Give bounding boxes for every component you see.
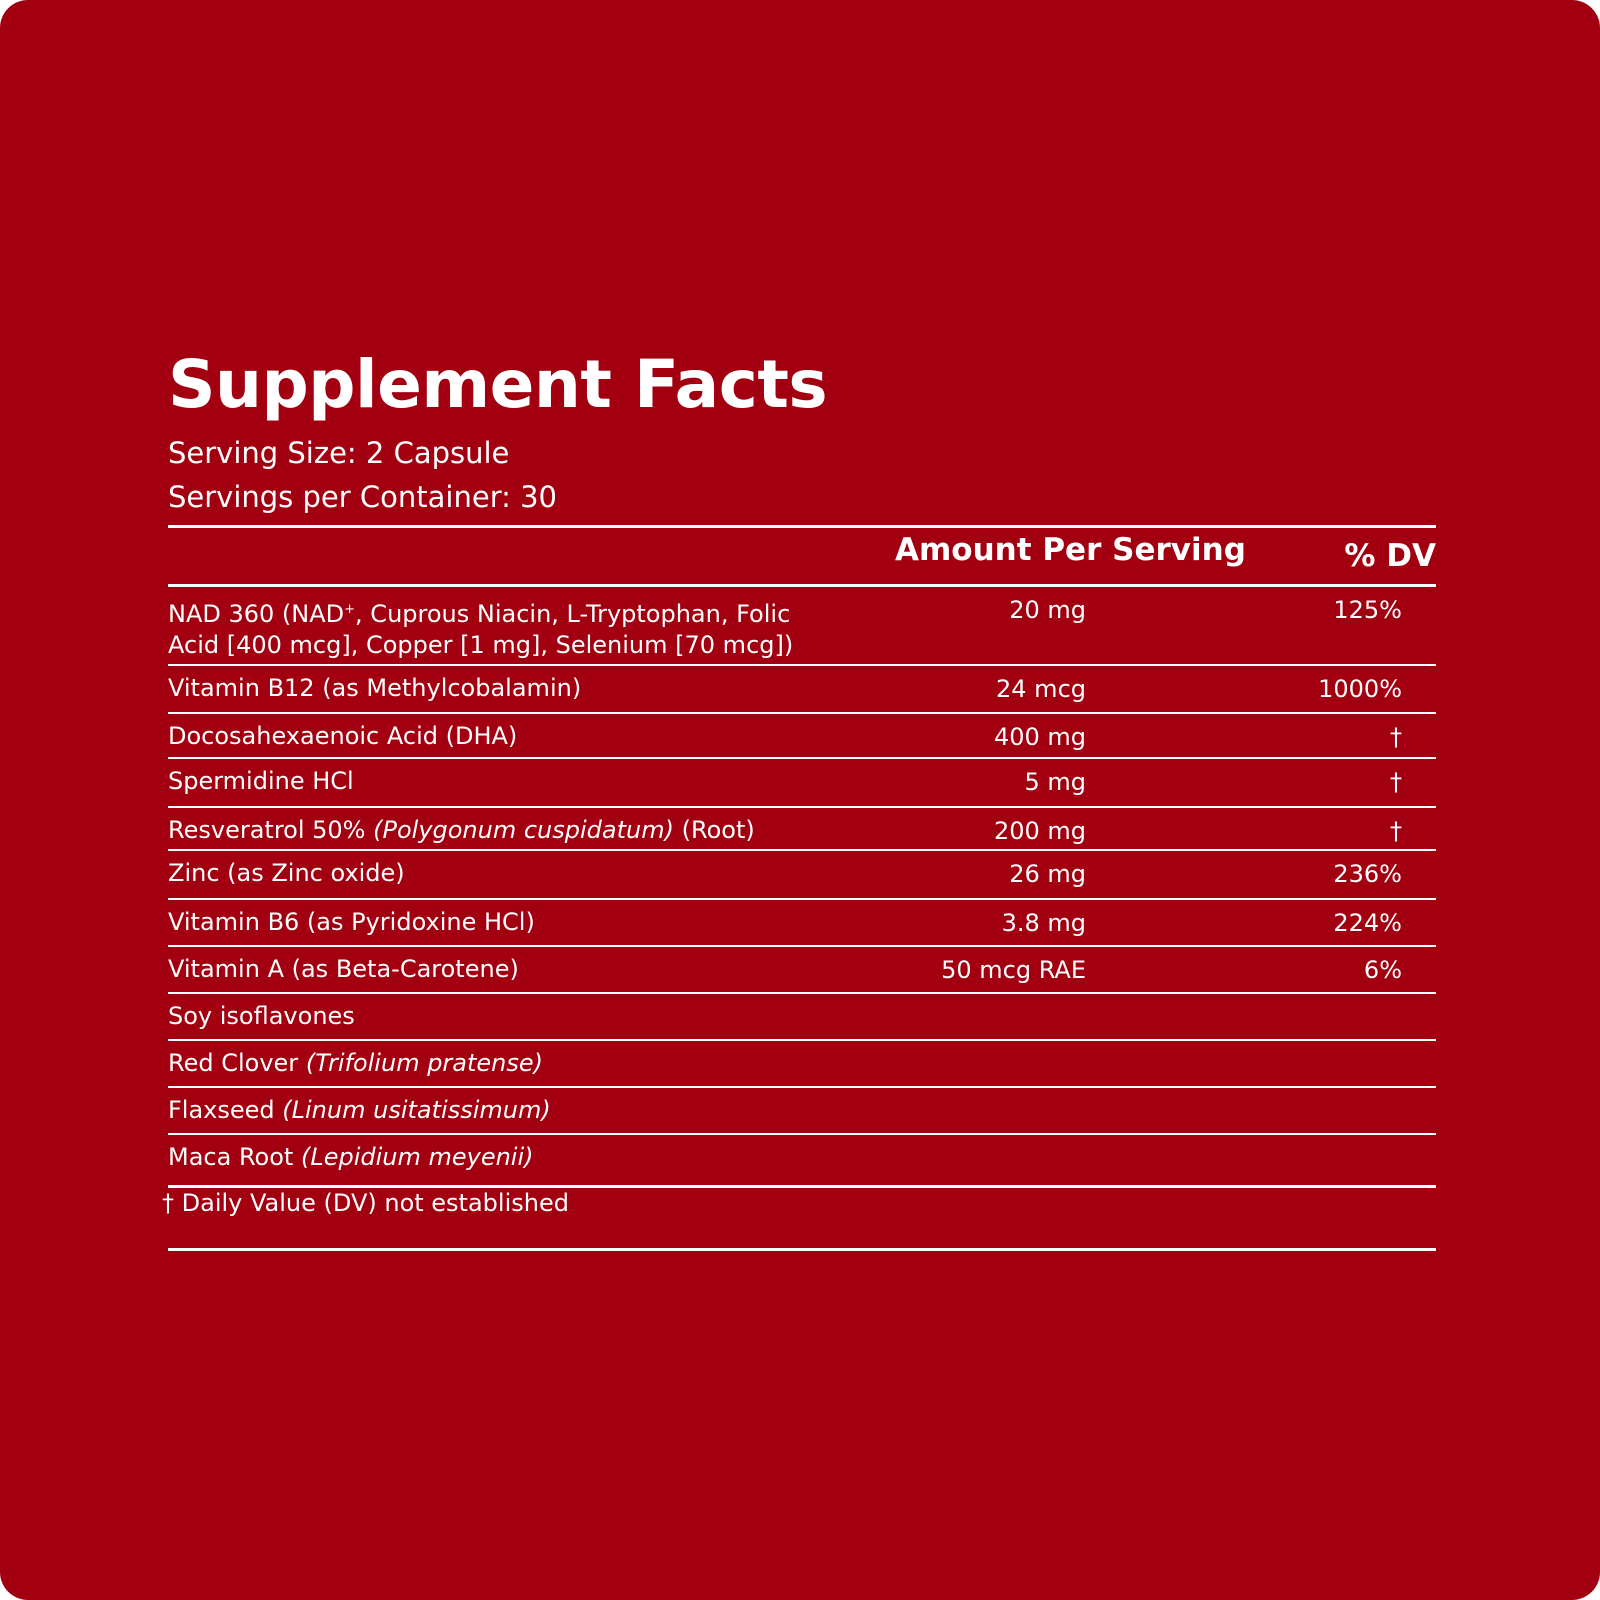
divider (168, 1185, 1436, 1188)
column-header-amount: Amount Per Serving (895, 532, 1246, 568)
divider (168, 806, 1436, 808)
table-row: Maca Root (Lepidium meyenii) (168, 1135, 1436, 1185)
divider (168, 664, 1436, 666)
page-title: Supplement Facts (168, 346, 828, 423)
ingredient-name: Spermidine HCl (168, 767, 354, 795)
ingredient-dv: 6% (1363, 956, 1402, 984)
ingredient-dv: † (1390, 768, 1402, 796)
ingredient-dv: † (1390, 723, 1402, 751)
divider (168, 1086, 1436, 1088)
ingredient-amount: 200 mg (993, 817, 1086, 845)
ingredient-amount: 3.8 mg (1001, 909, 1086, 937)
ingredient-dv: † (1390, 817, 1402, 845)
servings-per-container: Servings per Container: 30 (168, 480, 557, 514)
table-row: Flaxseed (Linum usitatissimum) (168, 1088, 1436, 1133)
ingredient-name: Flaxseed (Linum usitatissimum) (168, 1096, 551, 1124)
divider (168, 992, 1436, 994)
table-row: Docosahexaenoic Acid (DHA) 400 mg † (168, 714, 1436, 757)
divider (168, 849, 1436, 851)
table-row: Resveratrol 50% (Polygonum cuspidatum) (… (168, 808, 1436, 849)
divider (168, 1039, 1436, 1041)
ingredient-name: Vitamin B12 (as Methylcobalamin) (168, 674, 582, 702)
divider (168, 945, 1436, 947)
table-row: Vitamin B12 (as Methylcobalamin) 24 mcg … (168, 666, 1436, 712)
divider (168, 757, 1436, 759)
divider (168, 1133, 1436, 1135)
ingredient-amount: 26 mg (1009, 860, 1086, 888)
ingredient-dv: 236% (1333, 860, 1402, 888)
ingredient-dv: 125% (1333, 596, 1402, 624)
ingredient-name: Maca Root (Lepidium meyenii) (168, 1143, 534, 1171)
supplement-facts-panel: Supplement Facts Serving Size: 2 Capsule… (162, 345, 1436, 1251)
divider (168, 584, 1436, 587)
ingredient-dv: 1000% (1318, 675, 1402, 703)
divider (168, 712, 1436, 714)
ingredient-name: Vitamin B6 (as Pyridoxine HCl) (168, 908, 535, 936)
ingredient-name: Soy isoflavones (168, 1002, 355, 1030)
ingredient-name: Docosahexaenoic Acid (DHA) (168, 722, 518, 750)
footnote: † Daily Value (DV) not established (162, 1189, 569, 1217)
serving-size: Serving Size: 2 Capsule (168, 436, 510, 470)
ingredient-amount: 50 mcg RAE (941, 956, 1086, 984)
table-row: Spermidine HCl 5 mg † (168, 759, 1436, 806)
ingredient-dv: 224% (1333, 909, 1402, 937)
ingredient-amount: 24 mcg (996, 675, 1086, 703)
divider (168, 525, 1436, 528)
ingredient-amount: 20 mg (1009, 596, 1086, 624)
ingredient-name: Zinc (as Zinc oxide) (168, 859, 405, 887)
divider (168, 898, 1436, 900)
table-row: Vitamin A (as Beta-Carotene) 50 mcg RAE … (168, 947, 1436, 992)
table-row: Soy isoflavones (168, 994, 1436, 1039)
ingredient-name: Vitamin A (as Beta-Carotene) (168, 955, 519, 983)
table-row: Zinc (as Zinc oxide) 26 mg 236% (168, 851, 1436, 898)
table-header: Amount Per Serving % DV (168, 528, 1436, 584)
ingredient-name: NAD 360 (NAD+, Cuprous Niacin, L-Tryptop… (168, 600, 794, 659)
ingredient-amount: 5 mg (1024, 768, 1086, 796)
column-header-dv: % DV (1344, 538, 1436, 574)
table-row: NAD 360 (NAD+, Cuprous Niacin, L-Tryptop… (168, 587, 1436, 664)
divider (168, 1248, 1436, 1251)
table-row: Vitamin B6 (as Pyridoxine HCl) 3.8 mg 22… (168, 900, 1436, 945)
ingredient-name: Resveratrol 50% (Polygonum cuspidatum) (… (168, 816, 755, 844)
ingredient-name: Red Clover (Trifolium pratense) (168, 1049, 544, 1077)
ingredient-amount: 400 mg (993, 723, 1086, 751)
table-row: Red Clover (Trifolium pratense) (168, 1041, 1436, 1086)
